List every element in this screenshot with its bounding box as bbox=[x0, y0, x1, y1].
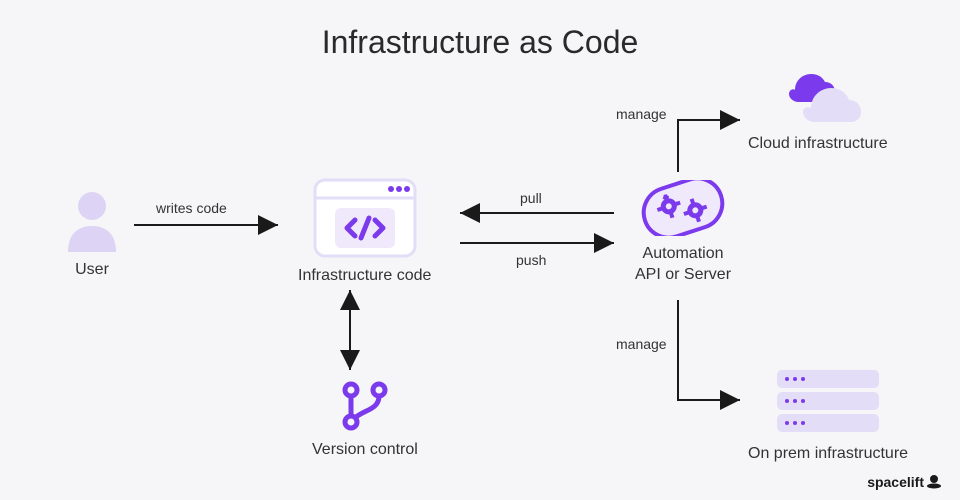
edge-label-pull: pull bbox=[520, 190, 542, 206]
edge-label-manage-onprem: manage bbox=[616, 336, 667, 352]
edge-label-push: push bbox=[516, 252, 546, 268]
node-infra-code: Infrastructure code bbox=[298, 178, 431, 287]
code-window-icon bbox=[313, 178, 417, 258]
node-cloud-label: Cloud infrastructure bbox=[748, 134, 888, 155]
spacelift-icon bbox=[926, 474, 942, 490]
node-onprem-label: On prem infrastructure bbox=[748, 444, 908, 465]
brand-logo: spacelift bbox=[867, 474, 942, 490]
node-automation-label: Automation API or Server bbox=[635, 244, 731, 286]
person-icon bbox=[64, 190, 120, 252]
gears-pill-icon bbox=[640, 180, 726, 236]
servers-icon bbox=[773, 366, 883, 436]
node-cloud: Cloud infrastructure bbox=[748, 66, 888, 155]
edge-manage-onprem bbox=[678, 300, 740, 400]
edge-label-writes-code: writes code bbox=[156, 200, 227, 216]
node-onprem: On prem infrastructure bbox=[748, 366, 908, 465]
edge-label-manage-cloud: manage bbox=[616, 106, 667, 122]
page-title: Infrastructure as Code bbox=[322, 24, 639, 61]
clouds-icon bbox=[773, 66, 863, 126]
node-infra-code-label: Infrastructure code bbox=[298, 266, 431, 287]
brand-logo-text: spacelift bbox=[867, 474, 924, 490]
node-version-control-label: Version control bbox=[312, 440, 418, 461]
node-user-label: User bbox=[75, 260, 109, 281]
node-user: User bbox=[64, 190, 120, 281]
git-branch-icon bbox=[337, 380, 393, 432]
edge-manage-cloud bbox=[678, 120, 740, 172]
node-version-control: Version control bbox=[312, 380, 418, 461]
node-automation: Automation API or Server bbox=[635, 180, 731, 286]
